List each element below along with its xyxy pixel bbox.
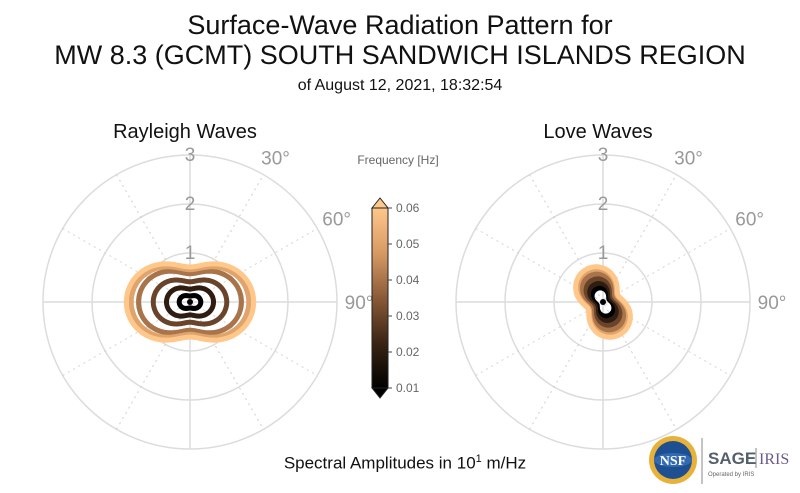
love-center-point <box>600 299 606 305</box>
sponsor-logos: NSF SAGE IRIS Operated by IRIS <box>649 436 789 484</box>
nsf-logo: NSF <box>649 436 697 484</box>
love-polar-plot: Love Waves 1 2 3 30° 60° 90° <box>455 121 787 450</box>
radial-tick-label: 3 <box>185 145 196 166</box>
colorbar-tick-label: 0.01 <box>396 381 420 395</box>
angle-tick-label: 30° <box>261 148 290 169</box>
sage-logo-text: SAGE <box>708 449 756 468</box>
nsf-logo-text: NSF <box>660 454 686 469</box>
colorbar-tick-label: 0.05 <box>396 237 420 251</box>
polar-title: Love Waves <box>543 121 652 143</box>
colorbar-gradient <box>372 208 388 388</box>
radial-tick-label: 2 <box>598 194 609 215</box>
angular-gridline <box>529 174 677 430</box>
angle-tick-label: 90° <box>345 293 374 314</box>
unit-label-prefix: Spectral Amplitudes in <box>283 453 457 473</box>
love-pattern-line <box>573 264 633 340</box>
rayleigh-pattern-line <box>176 292 204 312</box>
angle-tick-label: 30° <box>674 148 703 169</box>
rayleigh-pattern-line <box>164 285 216 319</box>
chart-subtitle: of August 12, 2021, 18:32:54 <box>297 77 503 94</box>
chart-title-line2: MW 8.3 (GCMT) SOUTH SANDWICH ISLANDS REG… <box>54 40 746 70</box>
rayleigh-pattern-line <box>123 261 257 343</box>
colorbar-tick-label: 0.04 <box>396 273 420 287</box>
rayleigh-pattern-line <box>150 277 230 327</box>
angular-gridline <box>116 174 264 430</box>
rayleigh-pattern-line <box>128 264 252 340</box>
angular-gridline <box>116 174 264 430</box>
radial-tick-label: 1 <box>598 243 609 264</box>
angle-tick-label: 60° <box>322 210 351 231</box>
unit-label-exponent: 1 <box>475 453 482 465</box>
polar-title: Rayleigh Waves <box>113 121 257 143</box>
rayleigh-center-point <box>187 299 193 305</box>
radial-tick-label: 1 <box>185 243 196 264</box>
angle-tick-label: 60° <box>735 210 764 231</box>
colorbar-outline <box>371 207 389 389</box>
rayleigh-polar-plot: Rayleigh Waves 1 2 3 30° 60° 90° <box>42 121 374 450</box>
angle-tick-label: 90° <box>758 293 787 314</box>
colorbar-top-arrow <box>370 197 390 209</box>
frequency-colorbar: Frequency [Hz] 0.06 0.05 0.04 0.03 0.02 0.01 <box>357 153 439 399</box>
chart-title-line1: Surface-Wave Radiation Pattern for <box>187 10 613 40</box>
rayleigh-pattern-line <box>136 268 244 336</box>
colorbar-tick-label: 0.06 <box>396 201 420 215</box>
radial-tick-label: 2 <box>185 194 196 215</box>
radial-tick-label: 3 <box>598 145 609 166</box>
unit-label-suffix: m/Hz <box>481 453 527 473</box>
unit-label-base: 10 <box>456 453 476 473</box>
amplitude-unit-label: Spectral Amplitudes in 101 m/Hz <box>0 453 800 474</box>
angular-gridline <box>475 228 731 376</box>
angular-gridline <box>62 228 318 376</box>
colorbar-tick-label: 0.02 <box>396 345 420 359</box>
angular-gridline <box>62 228 318 376</box>
operated-by-text: Operated by IRIS <box>708 472 754 478</box>
colorbar-tick-label: 0.03 <box>396 309 420 323</box>
colorbar-title: Frequency [Hz] <box>357 153 438 167</box>
iris-logo-text: IRIS <box>759 451 789 468</box>
colorbar-bottom-arrow <box>370 387 390 399</box>
angular-gridline <box>529 174 677 430</box>
angular-gridline <box>475 228 731 376</box>
